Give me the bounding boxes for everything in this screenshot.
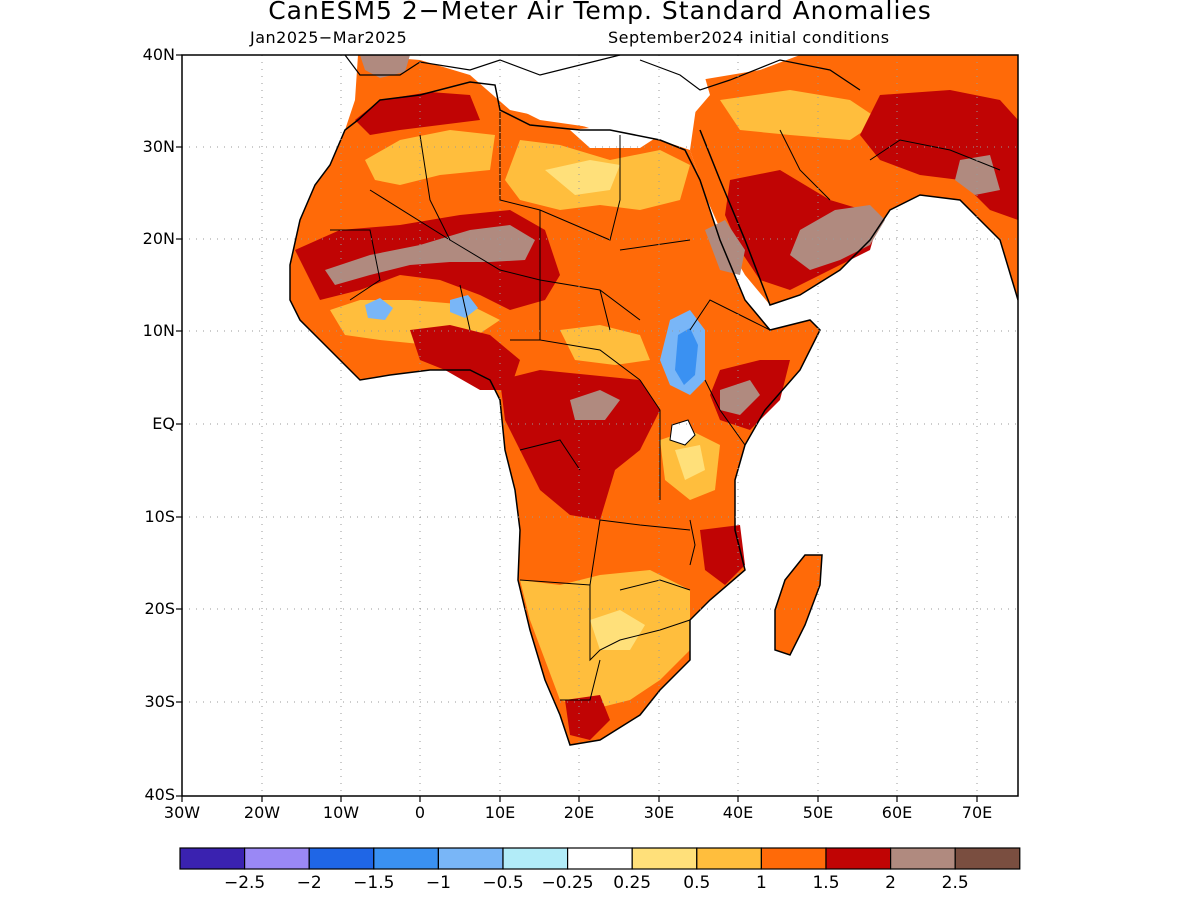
colorbar-label-5: −0.25	[541, 873, 594, 893]
lon-label-50e: 50E	[802, 803, 834, 822]
colorbar-label-2: −1.5	[353, 873, 395, 893]
colorbar-swatch-8	[696, 847, 762, 870]
lake-victoria	[669, 419, 696, 446]
colorbar-swatch-10	[825, 847, 892, 870]
lat-label-30s: 30S	[144, 692, 175, 711]
neutral-mediterranean	[495, 55, 710, 130]
anomaly-1-libya	[365, 130, 495, 185]
anomaly-05-southern	[590, 610, 645, 650]
colorbar-swatch-12	[954, 847, 1021, 870]
cool-anomaly-ethiopia-core	[675, 328, 698, 385]
colorbar-label-9: 1.5	[812, 873, 840, 893]
colorbar-label-7: 0.5	[683, 873, 711, 893]
lon-label-30w: 30W	[163, 803, 201, 822]
map-title: CanESM5 2−Meter Air Temp. Standard Anoma…	[268, 0, 932, 25]
lat-label-20n: 20N	[142, 229, 175, 248]
anomaly-2-morocco	[355, 92, 480, 135]
lon-label-20w: 20W	[243, 803, 281, 822]
madagascar	[775, 555, 822, 655]
colorbar-swatch-3	[373, 847, 439, 870]
colorbar-label-0: −2.5	[223, 873, 266, 893]
colorbar-swatch-0	[179, 847, 246, 870]
country-borders	[330, 110, 1001, 701]
colorbar-swatch-5	[502, 847, 569, 870]
map-frame	[181, 54, 1019, 797]
lon-label-30e: 30E	[643, 803, 675, 822]
anomaly-05-east	[675, 445, 705, 480]
colorbar-label-8: 1	[755, 873, 767, 893]
anomaly-25-congo	[570, 390, 620, 420]
lon-label-0: 0	[414, 803, 426, 822]
lat-label-eq: EQ	[152, 414, 175, 433]
lon-label-10e: 10E	[484, 803, 516, 822]
colorbar-swatch-4	[437, 847, 504, 870]
lon-label-70e: 70E	[961, 803, 993, 822]
anomaly-2-cape	[565, 695, 610, 740]
colorbar-label-3: −1	[425, 873, 451, 893]
lat-label-40s: 40S	[144, 785, 175, 804]
anomaly-25-sudan	[705, 220, 745, 275]
map-area	[182, 55, 1018, 796]
lon-label-40e: 40E	[722, 803, 754, 822]
colorbar-label-6: 0.25	[613, 873, 652, 893]
europe-coastline	[344, 55, 861, 91]
lon-label-10w: 10W	[322, 803, 360, 822]
lon-label-60e: 60E	[881, 803, 913, 822]
anomaly-2-gulf-guinea	[410, 325, 520, 390]
colorbar-swatch-7	[631, 847, 698, 870]
colorbar-swatch-11	[889, 847, 956, 870]
arabia-coastline	[699, 129, 1018, 306]
lat-label-20s: 20S	[144, 599, 175, 618]
colorbar-swatch-9	[760, 847, 827, 870]
initial-conditions: September2024 initial conditions	[608, 28, 890, 47]
lat-label-30n: 30N	[142, 137, 175, 156]
axis-ticks	[176, 54, 978, 802]
colorbar	[179, 847, 1021, 870]
colorbar-swatch-6	[566, 847, 633, 870]
madagascar-coastline	[774, 554, 823, 656]
anomaly-1-central	[560, 325, 650, 365]
lon-label-20e: 20E	[563, 803, 595, 822]
colorbar-swatch-1	[244, 847, 310, 870]
colorbar-swatch-2	[308, 847, 375, 870]
africa-coastline	[289, 81, 821, 746]
anomaly-2-congo	[500, 370, 660, 520]
anomaly-1-iran	[720, 90, 880, 140]
lat-label-10n: 10N	[142, 321, 175, 340]
colorbar-label-10: 2	[885, 873, 896, 893]
colorbar-label-4: −0.5	[482, 873, 524, 893]
colorbar-label-11: 2.5	[941, 873, 969, 893]
anomaly-25-europe	[360, 55, 410, 78]
valid-period: Jan2025−Mar2025	[250, 28, 408, 47]
anomaly-25-arabia	[790, 205, 885, 270]
anomaly-2-mozambique	[700, 525, 745, 585]
anomaly-25-kenya	[720, 380, 760, 415]
anomaly-05-north	[545, 160, 620, 195]
cool-anomaly-west-2	[450, 295, 478, 318]
lat-label-10s: 10S	[144, 507, 175, 526]
lat-label-40n: 40N	[142, 45, 175, 64]
cool-anomaly-west-1	[365, 298, 393, 320]
colorbar-label-1: −2	[296, 873, 322, 893]
lake-malawi	[689, 519, 696, 566]
